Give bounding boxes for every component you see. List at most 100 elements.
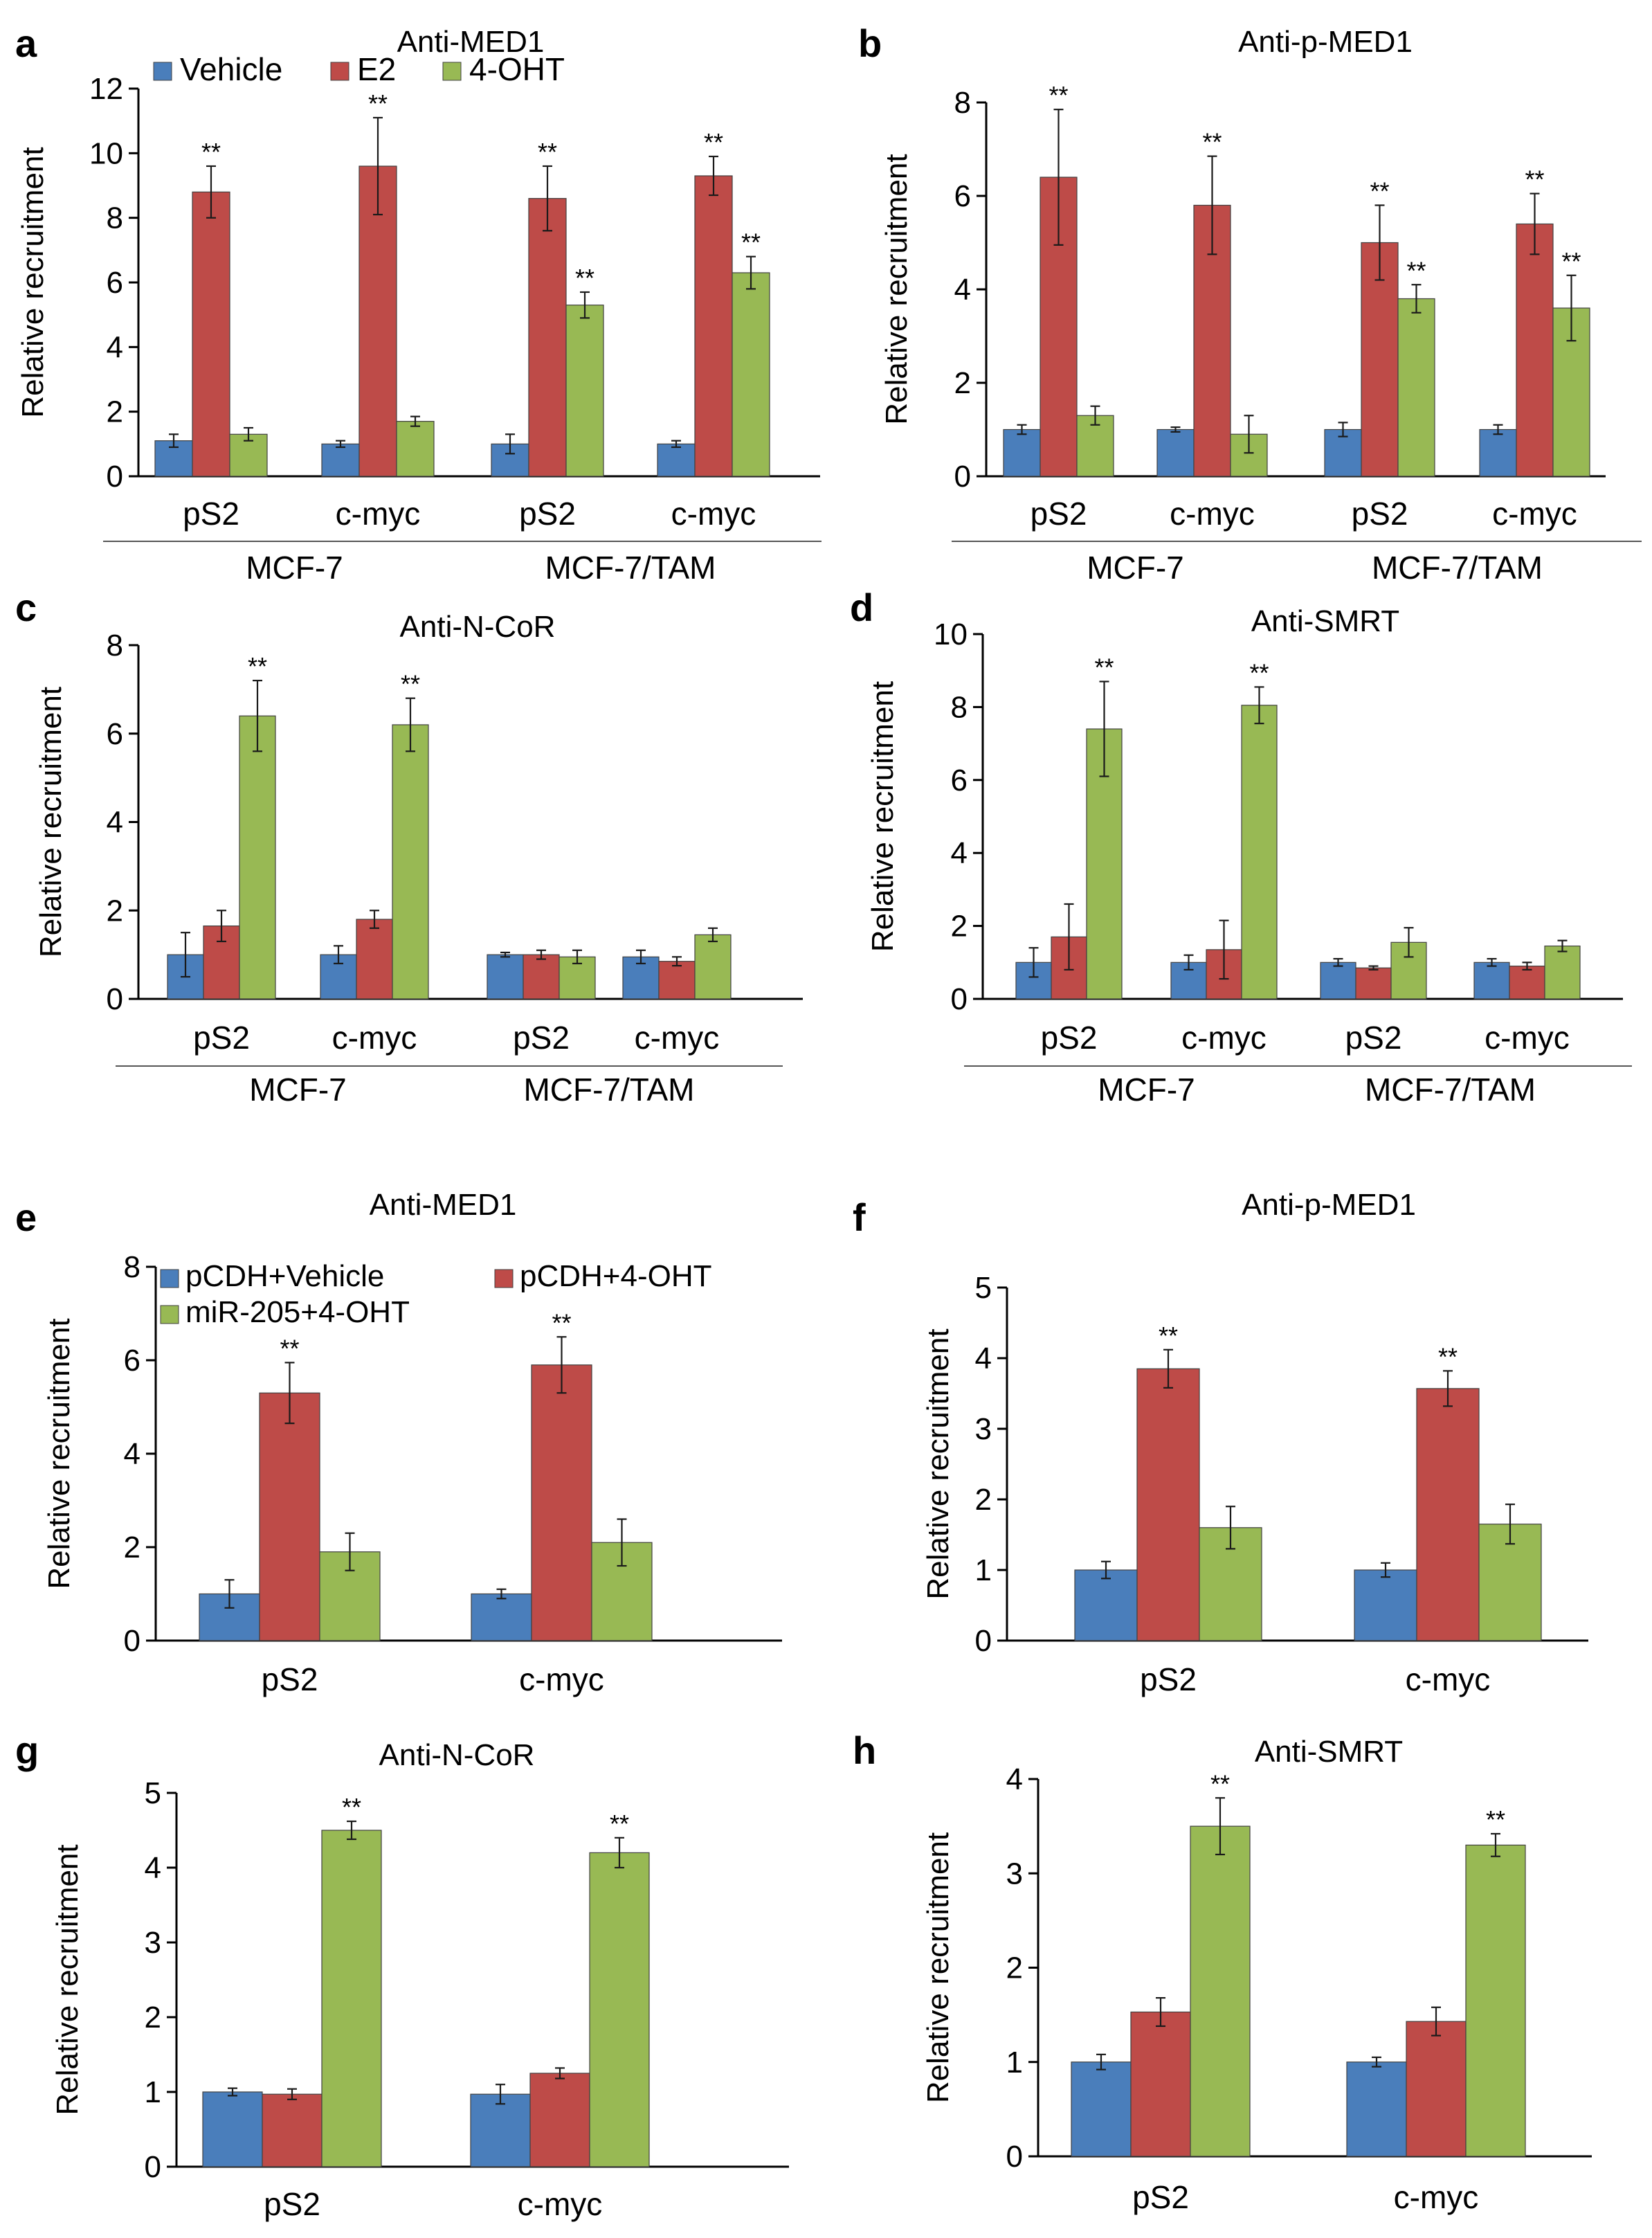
legend-label: E2 bbox=[357, 51, 396, 87]
significance-marker: ** bbox=[575, 264, 594, 292]
bar bbox=[192, 191, 230, 477]
y-tick-label: 1 bbox=[145, 2075, 161, 2109]
bar bbox=[202, 2091, 263, 2167]
panel-a: a Anti-MED1 Relative recruitment 0 2 4 6 8 10 12 *… bbox=[15, 21, 822, 586]
panel-letter: g bbox=[15, 1729, 39, 1772]
y-tick-label: 3 bbox=[1006, 1857, 1023, 1890]
bar bbox=[471, 1593, 532, 1641]
bar bbox=[658, 961, 696, 1000]
panel-c: c Anti-N-CoR Relative recruitment 0 2 4 6 8 ** pS… bbox=[15, 586, 803, 1108]
panel-letter: d bbox=[850, 586, 873, 629]
y-axis-label: Relative recruitment bbox=[51, 1844, 84, 2115]
y-tick-label: 4 bbox=[145, 1851, 161, 1885]
chart-title: Anti-N-CoR bbox=[379, 1738, 535, 1772]
bar bbox=[528, 198, 567, 477]
bar bbox=[1071, 2061, 1132, 2157]
significance-marker: ** bbox=[201, 138, 221, 166]
bar bbox=[321, 443, 360, 477]
y-tick-label: 2 bbox=[107, 395, 123, 429]
group-label: MCF-7 bbox=[1098, 1072, 1195, 1108]
y-tick-label: 4 bbox=[107, 330, 123, 364]
chart-title: Anti-p-MED1 bbox=[1242, 1188, 1416, 1222]
panel-letter: f bbox=[853, 1195, 866, 1239]
significance-marker: ** bbox=[248, 652, 267, 680]
significance-marker: ** bbox=[1202, 128, 1222, 156]
category-label: c-myc bbox=[518, 2186, 603, 2222]
category-label: c-myc bbox=[1170, 496, 1255, 532]
bar bbox=[1406, 2021, 1467, 2157]
bar bbox=[396, 421, 435, 477]
y-axis-label: Relative recruitment bbox=[921, 1832, 955, 2103]
group-label: MCF-7 bbox=[249, 1072, 347, 1108]
chart-title: Anti-SMRT bbox=[1255, 1735, 1403, 1769]
y-tick-label: 4 bbox=[975, 1342, 992, 1375]
y-tick-label: 0 bbox=[107, 982, 123, 1016]
legend-label: 4-OHT bbox=[469, 51, 565, 87]
y-tick-label: 2 bbox=[124, 1531, 140, 1564]
legend-label: pCDH+4-OHT bbox=[520, 1259, 712, 1293]
legend-swatch bbox=[442, 62, 462, 81]
category-label: pS2 bbox=[264, 2186, 320, 2222]
y-tick-label: 2 bbox=[954, 366, 971, 400]
bar bbox=[523, 954, 560, 1000]
bar bbox=[1354, 1569, 1417, 1641]
y-axis-label: Relative recruitment bbox=[880, 154, 914, 424]
category-label: pS2 bbox=[513, 1020, 570, 1056]
bar bbox=[529, 2073, 590, 2167]
group-label: MCF-7/TAM bbox=[523, 1072, 694, 1108]
y-tick-label: 0 bbox=[107, 460, 123, 494]
bar bbox=[1479, 428, 1517, 477]
y-tick-label: 6 bbox=[951, 764, 968, 797]
panel-h: h Anti-SMRT Relative recruitment 0 1 2 3 4 ** pS2… bbox=[853, 1729, 1592, 2215]
y-tick-label: 0 bbox=[145, 2150, 161, 2184]
y-tick-label: 0 bbox=[975, 1624, 992, 1658]
panel-e: e Anti-MED1 Relative recruitment 0 2 4 6 8 ** pS2… bbox=[15, 1188, 782, 1697]
chart-title: Anti-SMRT bbox=[1251, 604, 1399, 638]
y-tick-label: 1 bbox=[1006, 2046, 1023, 2079]
y-axis-label: Relative recruitment bbox=[42, 1318, 76, 1589]
y-tick-label: 10 bbox=[89, 136, 123, 170]
panel-g: g Anti-N-CoR Relative recruitment 0 1 2 3 4 5 ** p… bbox=[15, 1729, 789, 2222]
significance-marker: ** bbox=[1249, 658, 1269, 687]
group-label: MCF-7/TAM bbox=[545, 550, 716, 586]
significance-marker: ** bbox=[1370, 177, 1389, 206]
significance-marker: ** bbox=[1561, 247, 1581, 276]
category-label: c-myc bbox=[519, 1661, 604, 1697]
group-label: MCF-7 bbox=[1087, 550, 1184, 586]
category-label: c-myc bbox=[1485, 1020, 1570, 1056]
category-label: pS2 bbox=[1031, 496, 1087, 532]
y-tick-label: 5 bbox=[975, 1271, 992, 1305]
y-tick-label: 6 bbox=[107, 717, 123, 751]
y-tick-label: 12 bbox=[89, 72, 123, 106]
bar bbox=[531, 1364, 592, 1641]
bar bbox=[1416, 1388, 1480, 1641]
y-tick-label: 4 bbox=[107, 806, 123, 840]
bar bbox=[694, 934, 732, 1000]
group-label: MCF-7/TAM bbox=[1372, 550, 1543, 586]
bar bbox=[1465, 1844, 1526, 2157]
bar bbox=[1361, 242, 1399, 477]
category-label: c-myc bbox=[635, 1020, 720, 1056]
category-label: c-myc bbox=[671, 496, 756, 532]
group-label: MCF-7/TAM bbox=[1365, 1072, 1536, 1108]
bar bbox=[1509, 965, 1545, 1000]
bar bbox=[1516, 223, 1554, 477]
legend-label: miR-205+4-OHT bbox=[185, 1295, 410, 1329]
y-tick-label: 1 bbox=[975, 1553, 992, 1587]
legend-swatch bbox=[160, 1269, 179, 1288]
bar bbox=[1320, 962, 1356, 1000]
y-tick-label: 8 bbox=[954, 86, 971, 120]
category-label: pS2 bbox=[1345, 1020, 1402, 1056]
significance-marker: ** bbox=[538, 138, 557, 166]
y-tick-label: 8 bbox=[107, 201, 123, 235]
y-tick-label: 0 bbox=[124, 1624, 140, 1658]
chart-title: Anti-MED1 bbox=[397, 25, 545, 59]
legend-swatch bbox=[330, 62, 350, 81]
category-label: c-myc bbox=[1492, 496, 1577, 532]
y-axis-label: Relative recruitment bbox=[866, 681, 900, 952]
category-label: c-myc bbox=[336, 496, 421, 532]
significance-marker: ** bbox=[1525, 165, 1544, 194]
bar bbox=[259, 1392, 320, 1641]
significance-marker: ** bbox=[552, 1308, 571, 1337]
